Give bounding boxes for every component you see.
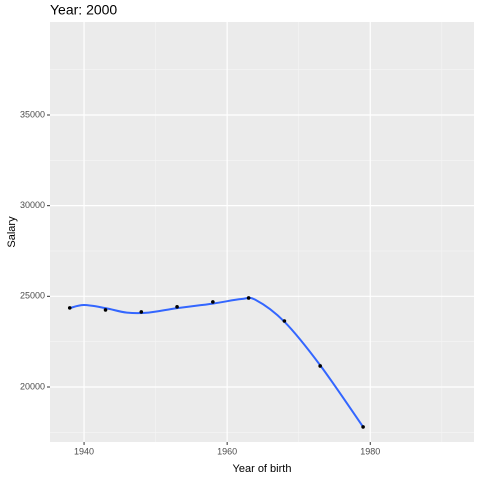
y-tick-label: 35000 [20, 109, 45, 119]
point [246, 296, 251, 300]
x-axis-label: Year of birth [233, 463, 292, 475]
smooth-line [69, 296, 364, 428]
y-tick-label: 20000 [20, 381, 45, 391]
point [318, 364, 322, 368]
point [103, 308, 108, 312]
x-tick-label: 1940 [74, 446, 94, 456]
y-axis-label: Salary [6, 216, 18, 248]
x-tick-label: 1960 [217, 446, 237, 456]
point [67, 306, 72, 310]
point [211, 300, 215, 304]
y-tick-label: 30000 [20, 200, 45, 210]
point [282, 319, 287, 323]
y-tick-label: 25000 [20, 291, 45, 301]
point [175, 305, 179, 309]
point [139, 310, 144, 314]
chart-title: Year: 2000 [50, 2, 117, 18]
x-tick-label: 1980 [360, 446, 380, 456]
panel [50, 22, 474, 442]
point [361, 425, 365, 429]
